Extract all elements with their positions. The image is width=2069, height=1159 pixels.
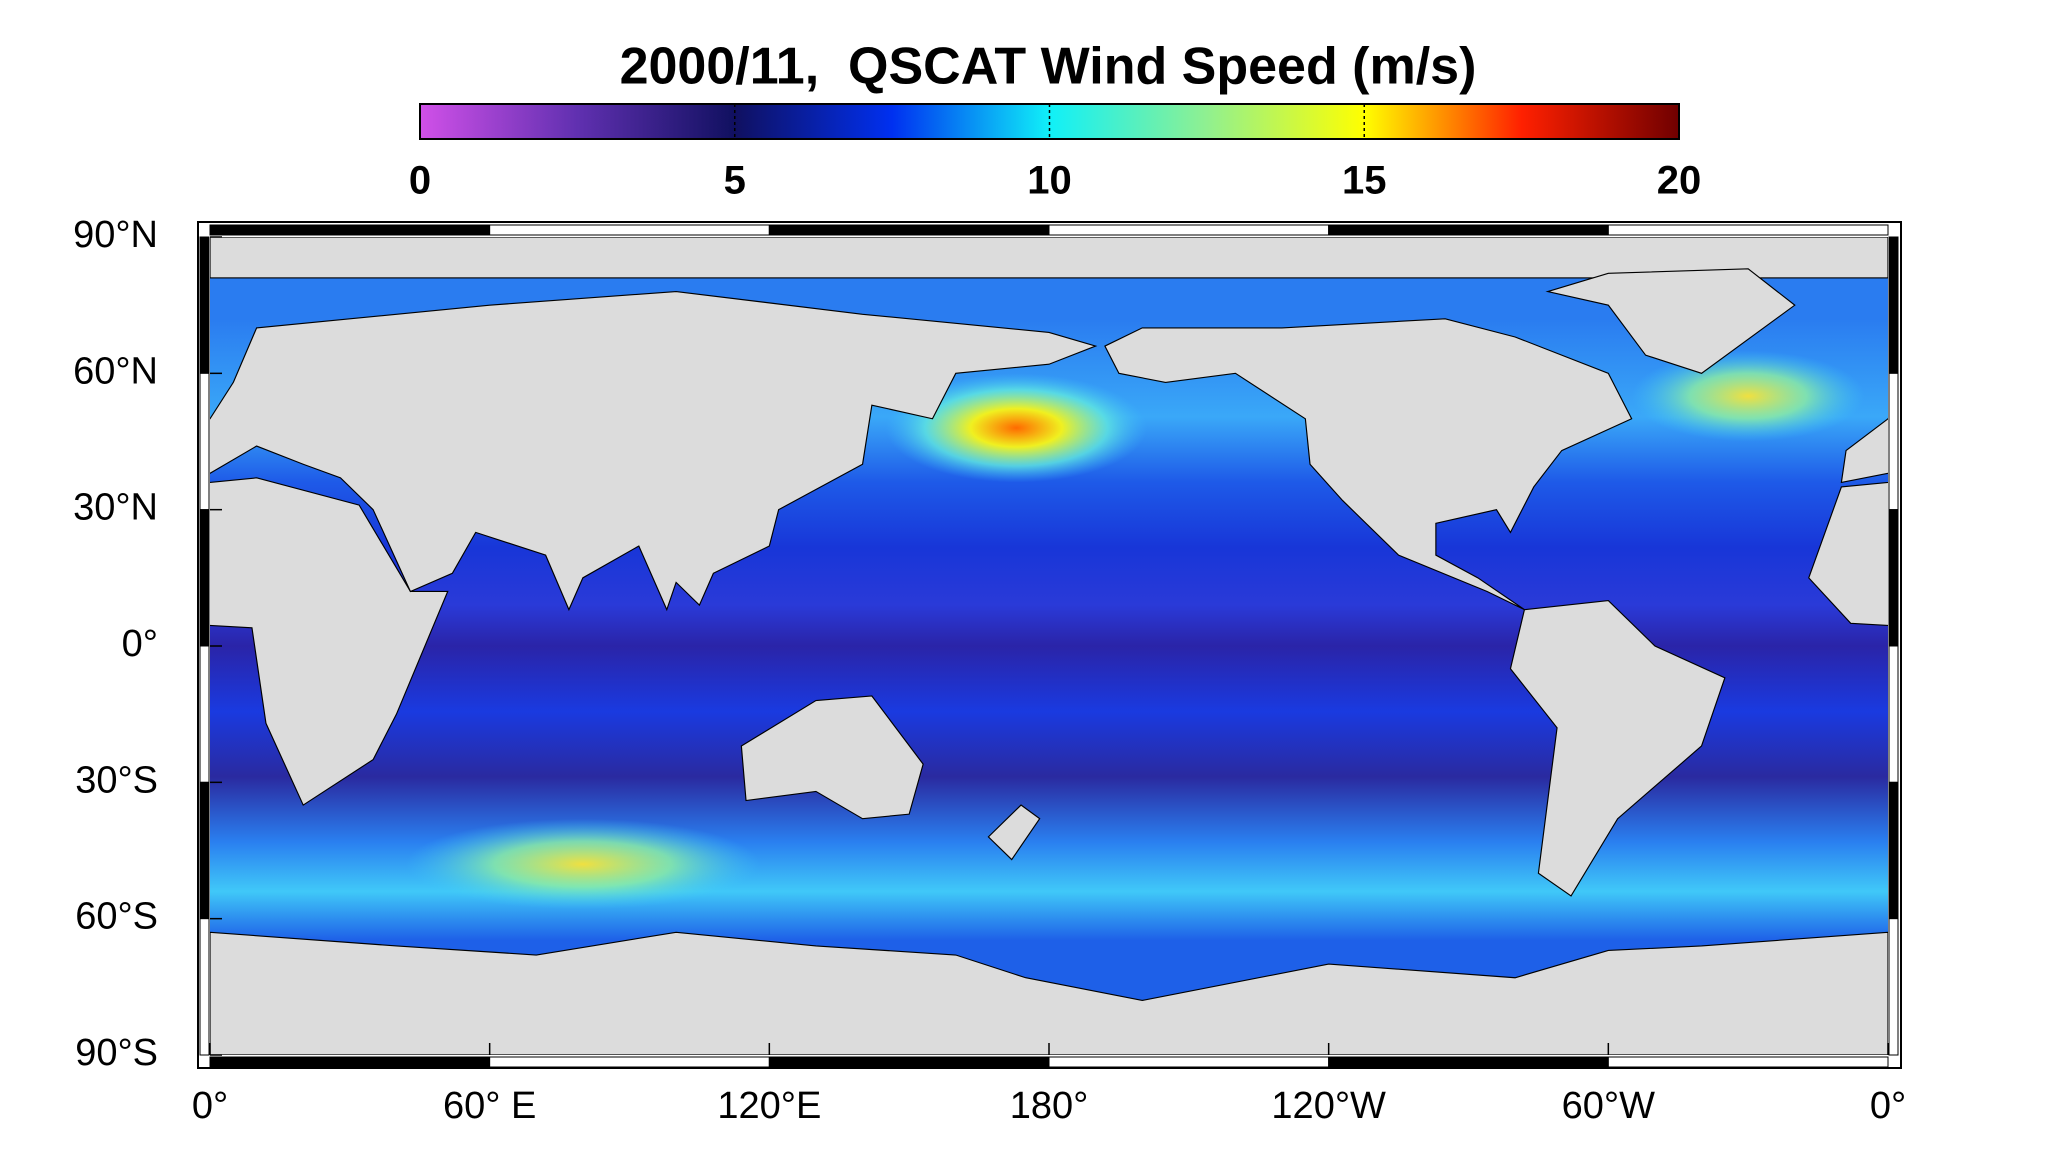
south-america — [1509, 599, 1726, 897]
y-tick-label: 30°N — [73, 487, 158, 529]
frame-segment — [1888, 645, 1899, 783]
x-tick-label: 0° — [192, 1085, 228, 1127]
frame-segment — [1888, 781, 1899, 920]
australia — [740, 695, 924, 820]
y-tick-label: 0° — [122, 623, 158, 665]
colorbar-tick-label: 5 — [724, 159, 746, 203]
colorbar — [419, 103, 1680, 140]
frame-segment — [1888, 509, 1899, 647]
africa — [210, 477, 1888, 806]
frame-segment — [1888, 372, 1899, 511]
wind-maximum — [405, 818, 761, 910]
frame-segment — [199, 509, 210, 647]
colorbar-tick-label: 10 — [1027, 159, 1072, 203]
land — [1840, 417, 1888, 484]
new-zealand — [987, 804, 1041, 861]
map-area — [210, 237, 1888, 1055]
wind-maximum — [1631, 350, 1865, 442]
y-tick-label: 60°S — [75, 896, 158, 938]
wind-maximum — [885, 373, 1147, 483]
antarctica — [210, 931, 1888, 1055]
frame-segment — [1888, 236, 1899, 374]
y-tick-label: 90°S — [75, 1032, 158, 1074]
x-tick-label: 120°W — [1271, 1085, 1386, 1127]
x-tick-label: 180° — [1010, 1085, 1089, 1127]
frame-segment — [1607, 1056, 1889, 1068]
land — [1808, 481, 1888, 626]
frame-segment — [1607, 224, 1889, 236]
frame-segment — [489, 1056, 770, 1068]
frame-segment — [199, 372, 210, 511]
x-tick-label: 120°E — [717, 1085, 821, 1127]
frame-segment — [1328, 224, 1609, 236]
frame-segment — [1048, 224, 1330, 236]
x-tick-label: 60° E — [443, 1085, 536, 1127]
frame-segment — [1048, 1056, 1330, 1068]
colorbar-tick-label: 0 — [409, 159, 431, 203]
arctic — [210, 237, 1888, 279]
y-tick-label: 60°N — [73, 350, 158, 392]
x-tick-label: 60°W — [1562, 1085, 1655, 1127]
frame-segment — [199, 781, 210, 920]
y-tick-label: 30°S — [75, 759, 158, 801]
colorbar-tick-label: 15 — [1342, 159, 1387, 203]
frame-segment — [209, 1056, 491, 1068]
frame-segment — [489, 224, 770, 236]
frame-segment — [209, 224, 491, 236]
frame-segment — [199, 236, 210, 374]
land — [210, 477, 449, 806]
y-tick-label: 90°N — [73, 214, 158, 256]
greenland — [1545, 268, 1796, 374]
eurasia — [210, 290, 1888, 612]
frame-segment — [199, 918, 210, 1056]
land — [210, 290, 1098, 612]
north-america — [1104, 318, 1633, 611]
frame-segment — [768, 224, 1050, 236]
chart-title: 2000/11, QSCAT Wind Speed (m/s) — [620, 38, 1477, 96]
x-tick-label: 0° — [1870, 1085, 1906, 1127]
frame-segment — [1328, 1056, 1609, 1068]
frame-segment — [199, 645, 210, 783]
frame-segment — [1888, 918, 1899, 1056]
frame-segment — [768, 1056, 1050, 1068]
colorbar-tick-label: 20 — [1657, 159, 1702, 203]
continents — [210, 237, 1888, 1055]
